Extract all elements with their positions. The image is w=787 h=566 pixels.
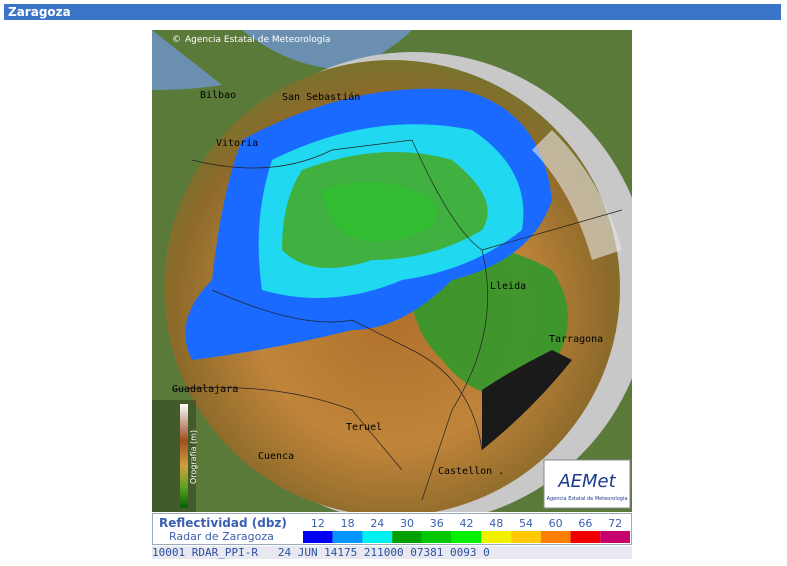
city-label: Guadalajara — [172, 384, 238, 395]
legend-svg: Reflectividad (dbz) Radar de Zaragoza 12… — [159, 516, 630, 543]
ebro-valley — [410, 247, 568, 396]
status-bar: 10001 RDAR_PPI-R 24 JUN 14175 211000 073… — [152, 546, 632, 559]
sea — [152, 30, 412, 90]
logo-box — [543, 459, 631, 509]
legend-subtitle: Radar de Zaragoza — [169, 530, 274, 543]
legend-swatch — [451, 531, 482, 543]
legend-level-label: 54 — [519, 517, 533, 530]
legend-level-label: 24 — [370, 517, 384, 530]
copyright: Agencia Estatal de Meteorología — [185, 35, 331, 45]
legend-level-label: 12 — [311, 517, 325, 530]
legend-swatch — [570, 531, 601, 543]
legend-level-label: 66 — [578, 517, 592, 530]
cities: Bilbao San Sebastián Vitoria Lleida Tarr… — [172, 90, 603, 477]
logo-subtitle: Agencia Estatal de Meteorología — [547, 495, 628, 502]
legend-title: Reflectividad (dbz) — [159, 516, 287, 530]
radar-map: >250020001500125010008006004002000 © Age… — [152, 30, 632, 512]
legend-level-label: 36 — [430, 517, 444, 530]
city-label: Teruel — [346, 422, 382, 433]
orography-panel — [152, 400, 196, 512]
coast — [482, 350, 572, 450]
legend-swatch — [332, 531, 363, 543]
logo-name: AEMet — [557, 471, 616, 492]
legend-swatch — [481, 531, 512, 543]
city-label: Bilbao — [200, 90, 236, 101]
legend-level-label: 72 — [608, 517, 622, 530]
city-label: Lleida — [490, 281, 526, 292]
logo: AEMet Agencia Estatal de Meteorología — [543, 459, 631, 509]
legend-swatch — [600, 531, 630, 543]
city-label: Tarragona — [549, 334, 603, 345]
city-label: Cuenca — [258, 451, 294, 462]
header-title: Zaragoza — [4, 4, 781, 20]
legend-level-label: 18 — [341, 517, 355, 530]
orography-title: Orografía (m) — [189, 430, 198, 484]
city-label: Castellon . — [438, 466, 504, 477]
legend-swatch — [392, 531, 422, 543]
legend-swatch — [511, 531, 541, 543]
legend: Reflectividad (dbz) Radar de Zaragoza 12… — [152, 513, 632, 545]
borders — [171, 139, 623, 501]
radar-echo — [322, 182, 437, 242]
copyright-symbol: © — [172, 35, 181, 45]
city-label: Vitoria — [216, 138, 258, 149]
city-label: San Sebastián — [282, 91, 360, 103]
orography-scale — [180, 404, 188, 508]
legend-level-label: 48 — [489, 517, 503, 530]
orography-legend: Orografía (m) — [152, 400, 198, 512]
legend-swatch — [540, 531, 571, 543]
legend-swatch — [362, 531, 393, 543]
snow-peaks — [532, 130, 622, 260]
legend-swatch — [303, 531, 333, 543]
legend-level-label: 60 — [549, 517, 563, 530]
legend-level-label: 42 — [460, 517, 474, 530]
legend-level-label: 30 — [400, 517, 414, 530]
legend-swatch — [421, 531, 452, 543]
